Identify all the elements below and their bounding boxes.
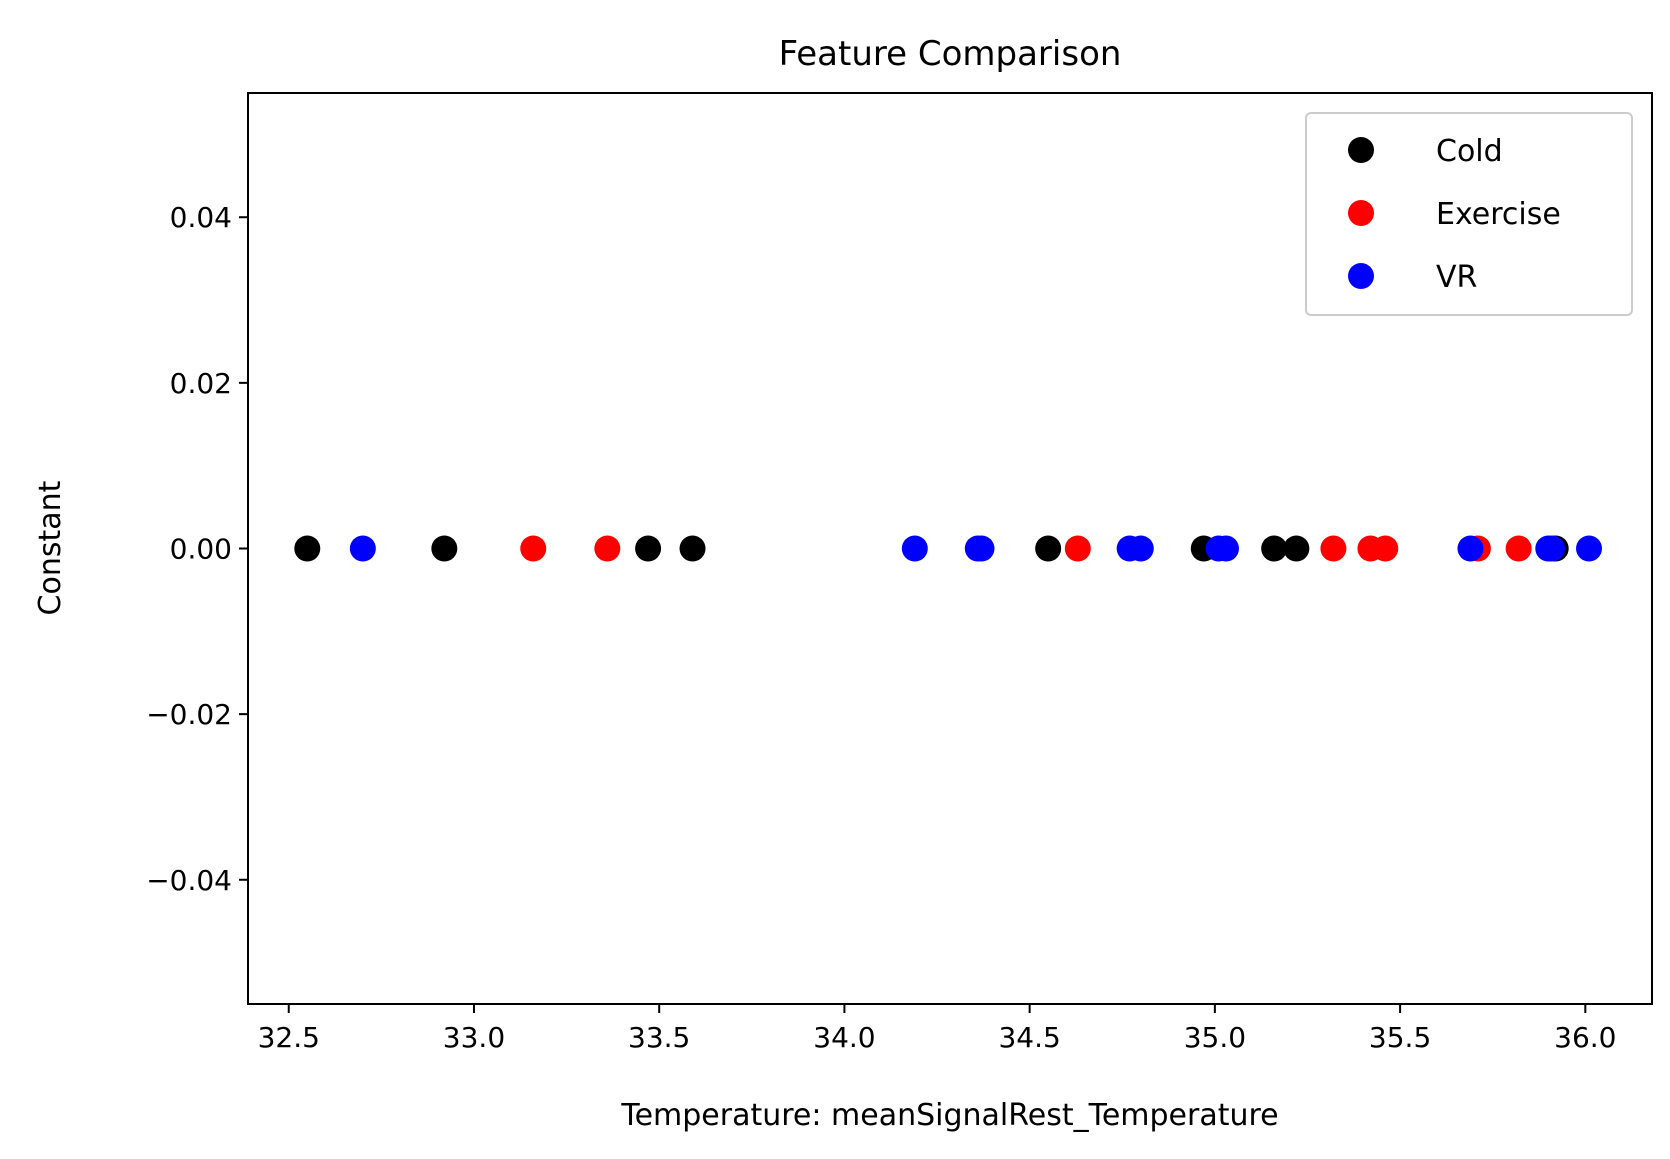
legend-label-vr: VR — [1436, 260, 1477, 295]
cold-point — [635, 535, 662, 562]
exercise-point — [520, 535, 547, 562]
exercise-point — [1064, 535, 1091, 562]
cold-point — [431, 535, 458, 562]
cold-point — [1283, 535, 1310, 562]
x-tick-label: 32.5 — [258, 1021, 320, 1054]
legend-box — [1305, 112, 1633, 316]
legend-marker-vr — [1348, 263, 1374, 289]
exercise-point — [594, 535, 621, 562]
cold-point — [679, 535, 706, 562]
legend-marker-cold — [1348, 137, 1374, 163]
x-tick-label: 34.5 — [998, 1021, 1060, 1054]
cold-point — [1035, 535, 1062, 562]
x-tick-label: 33.0 — [443, 1021, 505, 1054]
vr-point — [1127, 535, 1154, 562]
vr-point — [1538, 535, 1565, 562]
y-axis-ticks: 0.04 0.02 0.00 −0.02 −0.04 — [146, 201, 248, 897]
x-tick-label: 36.0 — [1554, 1021, 1616, 1054]
y-tick-label: −0.04 — [146, 864, 232, 897]
y-tick-label: 0.04 — [170, 201, 232, 234]
exercise-point — [1505, 535, 1532, 562]
exercise-point — [1320, 535, 1347, 562]
legend-label-cold: Cold — [1436, 134, 1503, 169]
x-tick-label: 33.5 — [628, 1021, 690, 1054]
data-points — [294, 535, 1603, 562]
vr-point — [968, 535, 995, 562]
legend: Cold Exercise VR — [1305, 112, 1633, 316]
chart-title: Feature Comparison — [779, 34, 1122, 74]
legend-marker-exercise — [1348, 200, 1374, 226]
cold-point — [294, 535, 321, 562]
y-tick-label: 0.00 — [170, 533, 232, 566]
legend-label-exercise: Exercise — [1436, 197, 1561, 232]
vr-point — [1457, 535, 1484, 562]
x-tick-label: 35.5 — [1369, 1021, 1431, 1054]
vr-point — [901, 535, 928, 562]
vr-point — [1212, 535, 1239, 562]
y-tick-label: −0.02 — [146, 698, 232, 731]
y-axis-label: Constant — [33, 480, 68, 615]
vr-point — [1576, 535, 1603, 562]
y-tick-label: 0.02 — [170, 367, 232, 400]
x-axis-label: Temperature: meanSignalRest_Temperature — [620, 1098, 1278, 1133]
exercise-point — [1372, 535, 1399, 562]
cold-point — [1261, 535, 1288, 562]
x-axis-ticks: 32.5 33.0 33.5 34.0 34.5 35.0 35.5 36.0 — [258, 1004, 1616, 1054]
x-tick-label: 35.0 — [1184, 1021, 1246, 1054]
vr-point — [349, 535, 376, 562]
x-tick-label: 34.0 — [813, 1021, 875, 1054]
